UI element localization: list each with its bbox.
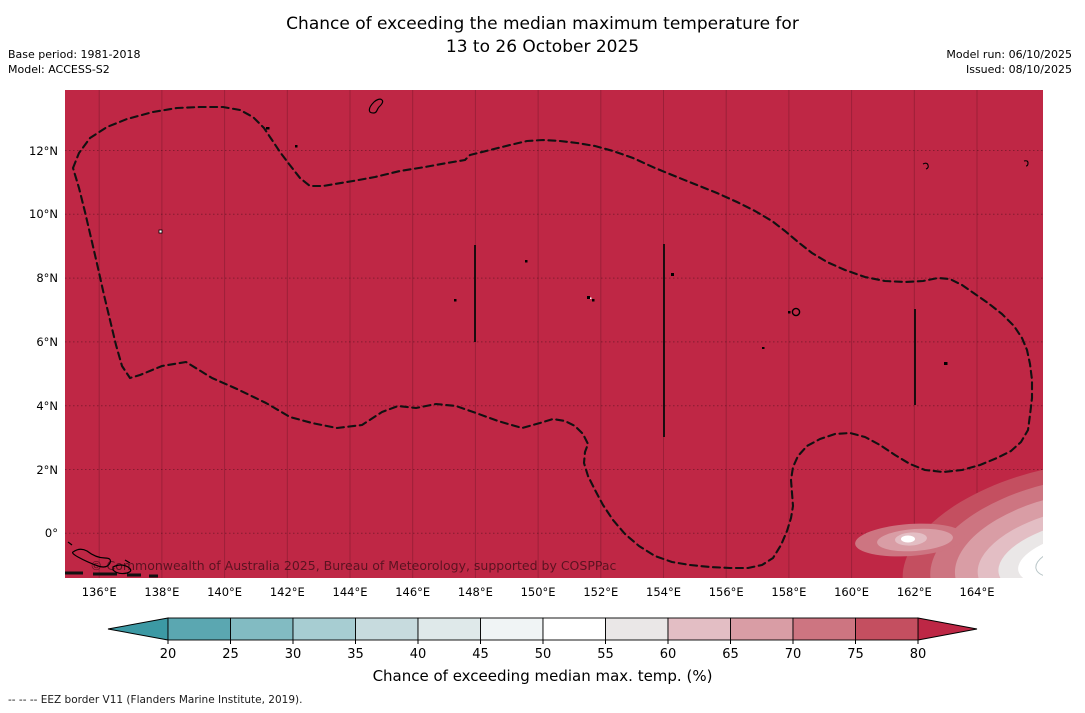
colorbar-segment [230,617,294,641]
forecast-map: © Commonwealth of Australia 2025, Bureau… [65,90,1043,578]
eez-border-clipped-segments [65,571,158,578]
lon-tick-label: 160°E [834,585,870,599]
lon-tick-label: 142°E [269,585,305,599]
colorbar-under-arrow [107,617,169,641]
lon-tick-label: 150°E [520,585,556,599]
colorbar-segment [355,617,419,641]
forecast-map-canvas: © Commonwealth of Australia 2025, Bureau… [65,90,1043,578]
lon-tick-label: 156°E [708,585,744,599]
colorbar-tick-label: 80 [910,647,927,662]
lon-tick-label: 148°E [457,585,493,599]
lon-tick-label: 164°E [959,585,995,599]
lon-tick-label: 136°E [81,585,117,599]
lon-tick-label: 162°E [896,585,932,599]
vertical-boundary-lines [474,244,916,437]
colorbar-tick-label: 75 [847,647,864,662]
colorbar-tick-label: 50 [535,647,552,662]
base-period-text: Base period: 1981-2018 [8,48,141,61]
lon-tick-label: 140°E [207,585,243,599]
lon-tick-label: 154°E [646,585,681,599]
yap-island [158,229,163,234]
model-text: Model: ACCESS-S2 [8,62,110,76]
colorbar-tick-label: 60 [660,647,677,662]
guam-outline [368,98,384,114]
colorbar: 20 25 30 35 40 45 50 55 60 65 70 75 80 [107,617,978,662]
meta-left: Base period: 1981-2018 Model: ACCESS-S2 [8,48,140,77]
colorbar-segment [167,617,231,641]
lat-tick-label: 6°N [36,334,58,349]
colorbar-tick-label: 25 [222,647,239,662]
lat-tick-label: 10°N [29,207,58,222]
lat-tick-label: 8°N [36,271,58,286]
colorbar-tick-label: 35 [347,647,364,662]
lat-tick-label: 12°N [29,143,58,158]
colorbar-tick-label: 55 [597,647,614,662]
colorbar-segment [480,617,544,641]
lat-tick-label: 4°N [36,398,58,413]
lon-tick-label: 144°E [332,585,368,599]
lat-tick-label: 2°N [36,462,58,477]
colorbar-segment [292,617,356,641]
issued-text: Issued: 08/10/2025 [965,62,1072,76]
copyright-watermark: © Commonwealth of Australia 2025, Bureau… [90,558,616,573]
lon-tick-label: 138°E [144,585,180,599]
page-title-line1: Chance of exceeding the median maximum t… [286,14,799,34]
colorbar-tick-label: 45 [472,647,489,662]
colorbar-over-arrow [917,617,978,641]
kosrae-island [944,362,948,365]
colorbar-tick-label: 70 [785,647,802,662]
meta-right: Model run: 06/10/2025 Issued: 08/10/2025 [946,48,1072,77]
colorbar-tick-label: 30 [285,647,302,662]
page-title: Chance of exceeding the median maximum t… [0,13,1085,59]
colorbar-segment [730,617,794,641]
colorbar-tick-label: 40 [410,647,427,662]
chuuk-islands [587,296,595,302]
colorbar-segment [855,617,919,641]
colorbar-segment [542,617,606,641]
lon-tick-label: 152°E [583,585,619,599]
colorbar-segment [792,617,856,641]
small-island [922,162,929,170]
colorbar-segment [667,617,731,641]
small-island [788,311,791,314]
colorbar-segment [417,617,481,641]
small-island [454,299,457,302]
lon-tick-label: 158°E [771,585,807,599]
pohnpei-outline [791,307,801,317]
eez-border-note: -- -- -- EEZ border V11 (Flanders Marine… [8,694,303,706]
low-chance-contour-pocket [855,462,1043,578]
island-outlines [158,98,1029,365]
map-fill-above-80pct [65,90,1043,578]
lat-tick-label: 0° [44,526,58,541]
small-island [1023,160,1029,167]
small-island [266,127,270,130]
page-title-line2: 13 to 26 October 2025 [445,37,640,57]
model-run-text: Model run: 06/10/2025 [946,48,1072,61]
small-island [762,347,765,349]
eez-border [65,105,1034,578]
colorbar-tick-label: 20 [160,647,177,662]
small-island [671,273,674,276]
lat-axis: 12°N 10°N 8°N 6°N 4°N 2°N 0° [0,90,58,578]
lon-axis: 136°E 138°E 140°E 142°E 144°E 146°E 148°E 150°E… [65,585,1043,603]
small-island [295,145,298,148]
small-island [525,260,528,263]
colorbar-tick-label: 65 [722,647,739,662]
lon-tick-label: 146°E [395,585,431,599]
colorbar-label: Chance of exceeding median max. temp. (%… [372,667,713,685]
coastline-fragments [67,541,132,575]
colorbar-segment [605,617,669,641]
